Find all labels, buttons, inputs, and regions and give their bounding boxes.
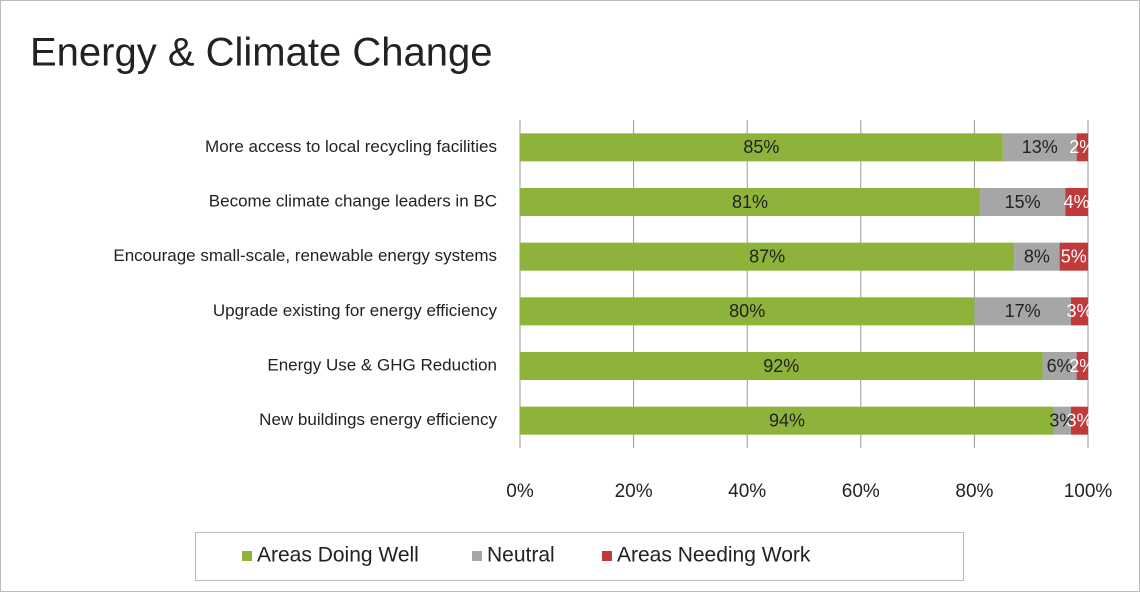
bar-segment	[1076, 352, 1088, 380]
x-tick-label: 0%	[506, 481, 534, 502]
category-label: Energy Use & GHG Reduction	[267, 355, 497, 374]
bar-segment	[974, 297, 1071, 326]
legend-label: Neutral	[487, 544, 555, 567]
x-tick-label: 20%	[615, 481, 653, 502]
bar-segment	[980, 188, 1066, 216]
value-label: 15%	[1005, 192, 1041, 212]
value-label: 8%	[1024, 246, 1050, 266]
value-label: 85%	[743, 137, 779, 157]
bar-segment	[520, 133, 1003, 162]
bar-segment	[1065, 188, 1088, 216]
x-tick-label: 60%	[842, 481, 880, 502]
category-label: Encourage small-scale, renewable energy …	[113, 246, 497, 265]
value-label: 80%	[729, 301, 765, 321]
x-tick-label: 80%	[955, 481, 993, 502]
value-label: 13%	[1022, 137, 1058, 157]
bar-segment	[1053, 406, 1071, 435]
value-label: 92%	[763, 356, 799, 376]
value-label: 5%	[1061, 246, 1087, 266]
bar-segment	[1070, 297, 1088, 326]
bar-segment	[1059, 242, 1088, 271]
legend-label: Areas Doing Well	[257, 544, 419, 567]
legend-swatch	[472, 551, 482, 561]
value-label: 3%	[1049, 410, 1075, 430]
bar-segment	[520, 297, 975, 326]
value-label: 3%	[1066, 410, 1092, 430]
legend-box	[195, 532, 964, 581]
category-label: More access to local recycling facilitie…	[205, 137, 497, 156]
bar-segment	[1014, 242, 1060, 271]
value-label: 2%	[1069, 137, 1095, 157]
value-label: 4%	[1064, 192, 1090, 212]
bar-segment	[520, 352, 1043, 380]
bar-segment	[1070, 406, 1088, 435]
value-label: 3%	[1066, 301, 1092, 321]
bar-segment	[1042, 352, 1077, 380]
category-label: Become climate change leaders in BC	[209, 191, 497, 210]
chart-title: Energy & Climate Change	[30, 31, 492, 75]
legend-swatch	[602, 551, 612, 561]
value-label: 81%	[732, 192, 768, 212]
value-label: 2%	[1069, 356, 1095, 376]
bar-segment	[520, 188, 981, 216]
value-label: 94%	[769, 410, 805, 430]
value-label: 17%	[1005, 301, 1041, 321]
bar-segment	[520, 406, 1054, 435]
x-tick-label: 100%	[1064, 481, 1113, 502]
category-label: Upgrade existing for energy efficiency	[213, 301, 498, 320]
value-label: 87%	[749, 246, 785, 266]
bar-segment	[1076, 133, 1088, 162]
legend-label: Areas Needing Work	[617, 544, 811, 567]
legend-swatch	[242, 551, 252, 561]
category-label: New buildings energy efficiency	[259, 410, 497, 429]
value-label: 6%	[1047, 356, 1073, 376]
x-tick-label: 40%	[728, 481, 766, 502]
bar-segment	[520, 242, 1015, 271]
bar-segment	[1002, 133, 1077, 162]
